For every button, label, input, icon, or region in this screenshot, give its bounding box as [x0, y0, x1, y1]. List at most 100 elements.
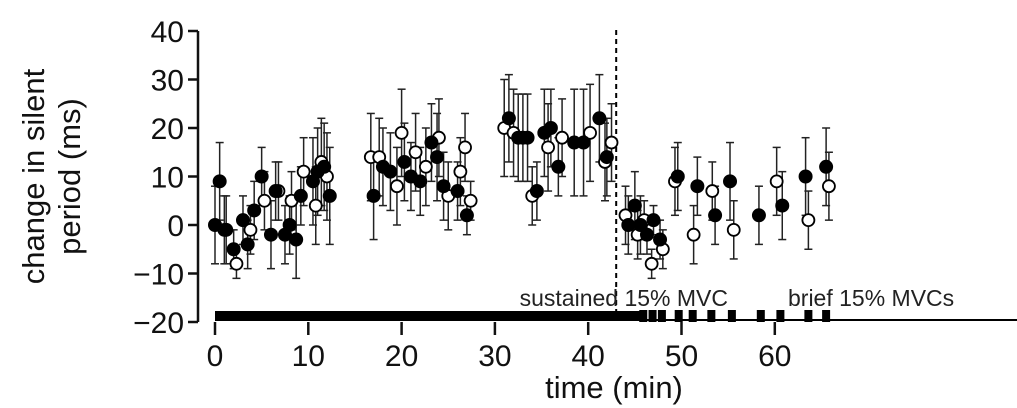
data-point-filled [413, 174, 428, 189]
data-point-open [418, 159, 433, 174]
data-point-filled [723, 174, 738, 189]
data-point-filled [317, 159, 332, 174]
x-tick-label: 60 [758, 340, 791, 373]
data-point-filled [627, 198, 642, 213]
data-point-filled [520, 130, 535, 145]
brief-contraction-pulse [674, 310, 683, 322]
x-axis-title: time (min) [545, 370, 683, 405]
data-point-open [583, 125, 597, 140]
data-point-open [390, 179, 404, 194]
x-tick-label: 50 [665, 340, 698, 373]
data-point-open [726, 222, 741, 237]
data-point-filled [450, 184, 465, 199]
brief-contraction-pulse [822, 310, 831, 322]
data-point-filled [322, 188, 337, 203]
data-point-filled [670, 169, 685, 184]
data-point-open [229, 256, 244, 271]
brief-contraction-pulse [804, 310, 813, 322]
data-point-filled [289, 232, 304, 247]
data-point-open [541, 140, 555, 155]
y-tick-label: 30 [151, 65, 184, 98]
data-point-open [604, 135, 619, 150]
data-point-open [555, 130, 569, 145]
data-point-filled [819, 159, 834, 174]
data-point-filled [543, 121, 558, 135]
data-point-filled [592, 111, 607, 126]
data-point-open [686, 227, 701, 242]
y-tick-label: −20 [133, 307, 184, 340]
data-point-filled [247, 203, 262, 218]
data-point-filled [268, 184, 283, 199]
data-point-filled [282, 218, 297, 232]
data-point-filled [708, 208, 723, 223]
data-point-filled [383, 164, 398, 179]
y-tick-label: 0 [167, 210, 184, 243]
data-point-open [644, 256, 659, 271]
data-point-filled [690, 179, 705, 194]
data-point-filled [212, 174, 227, 189]
phase-bar [215, 310, 1017, 322]
phase-label-sustained: sustained 15% MVC [520, 285, 728, 311]
x-tick-label: 40 [572, 340, 605, 373]
data-point-filled [293, 188, 308, 203]
data-point-filled [240, 237, 255, 252]
brief-contraction-pulse [727, 310, 736, 322]
x-tick-label: 10 [292, 340, 325, 373]
data-point-filled [263, 227, 278, 242]
data-point-open [453, 164, 468, 179]
data-point-open [463, 193, 478, 208]
data-point-open [408, 145, 423, 160]
brief-contraction-pulse [707, 310, 716, 322]
data-point-filled [219, 222, 234, 237]
y-axis-title-line: period (ms) [52, 98, 87, 255]
data-point-filled [633, 218, 648, 232]
data-point-open [308, 198, 323, 213]
y-axis-title: change in silent period (ms) [16, 68, 87, 284]
data-point-filled [430, 150, 445, 165]
data-point-filled [639, 227, 654, 242]
x-axis: 0 10 20 30 40 50 60 [207, 322, 791, 373]
y-tick-label: 10 [151, 162, 184, 195]
x-tick-label: 20 [385, 340, 418, 373]
data-point-filled [798, 169, 813, 184]
data-point-open [705, 184, 720, 198]
brief-contraction-pulse [657, 310, 666, 322]
data-point-filled [646, 213, 661, 228]
data-point-filled [576, 135, 591, 150]
brief-contraction-pulse [648, 310, 657, 322]
data-point-filled [366, 188, 381, 203]
phase-label-brief: brief 15% MVCs [788, 285, 954, 311]
data-point-open [243, 222, 258, 237]
x-tick-label: 0 [207, 340, 224, 373]
data-point-filled [599, 150, 614, 165]
data-point-filled [551, 159, 566, 174]
data-point-filled [621, 218, 636, 232]
data-point-open [257, 193, 272, 208]
y-tick-label: −10 [133, 259, 184, 292]
y-axis-title-line: change in silent [16, 68, 51, 284]
data-point-open [801, 213, 816, 228]
data-point-filled [397, 154, 412, 169]
brief-contraction-pulse [776, 310, 785, 322]
y-tick-label: 40 [151, 16, 184, 49]
data-point-filled [653, 232, 668, 247]
data-point-open [296, 164, 311, 179]
data-point-filled [751, 208, 766, 223]
x-tick-label: 30 [478, 340, 511, 373]
y-axis: 40 30 20 10 0 −10 −20 [133, 16, 200, 340]
brief-contraction-pulse [756, 310, 765, 322]
data-point-filled [529, 184, 544, 199]
data-point-open [458, 140, 472, 155]
data-point-filled [775, 198, 790, 213]
data-point-filled [436, 179, 451, 194]
data-point-filled [254, 169, 269, 184]
data-point-filled [501, 111, 516, 126]
data-point-filled [226, 242, 241, 257]
brief-contraction-pulse [639, 310, 648, 322]
data-point-open [394, 125, 409, 140]
y-tick-label: 20 [151, 113, 184, 146]
data-point-filled [235, 213, 250, 228]
data-point-filled [424, 135, 439, 150]
data-point-filled [459, 208, 474, 223]
